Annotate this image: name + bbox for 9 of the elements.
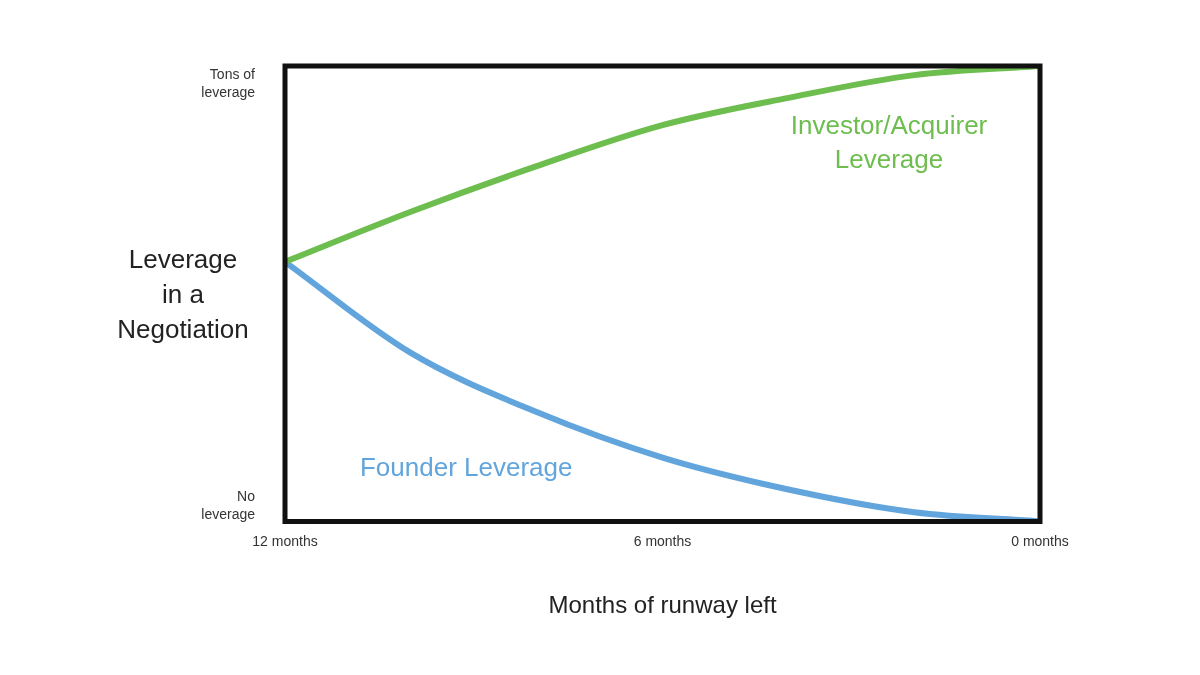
x-tick-label: 12 months [252, 532, 318, 549]
text: No leverage [201, 488, 256, 523]
x-tick-label: 0 months [1011, 532, 1069, 549]
y-axis-title: Leverage in a Negotiation [117, 244, 249, 345]
series-label: Founder Leverage [359, 452, 573, 483]
text: Tons of leverage [201, 65, 256, 100]
x-axis-title: Months of runway left [548, 591, 777, 619]
x-tick-label: 6 months [633, 532, 692, 549]
series-label: Investor/Acquirer Leverage [790, 109, 988, 174]
